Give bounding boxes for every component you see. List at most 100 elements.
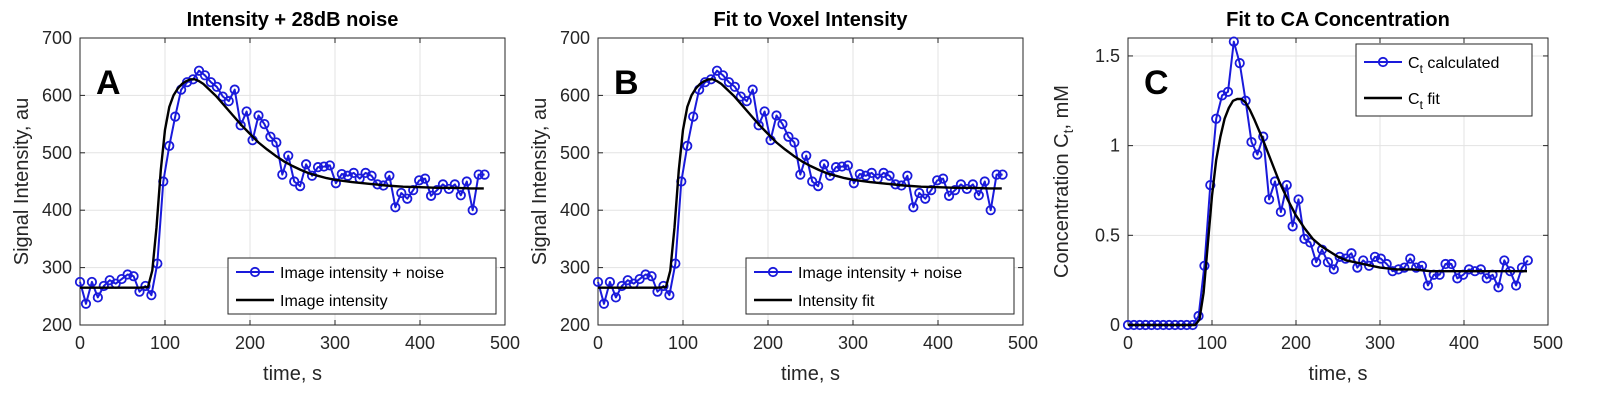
chart-panel-a: 0 100 200 300 400 500 200 300 400 500 600 700 Intens… (11, 9, 520, 385)
data-point (211, 81, 222, 92)
legend-label-tail: calculated (1423, 55, 1500, 72)
data-point (265, 131, 276, 142)
data-point (1499, 255, 1510, 266)
data-point (937, 173, 949, 184)
legend-swatch-marker (249, 266, 261, 278)
data-point (277, 169, 288, 180)
data-point (908, 202, 919, 213)
data-point (164, 140, 175, 152)
x-tick-label: 500 (1533, 333, 1563, 353)
data-point (384, 170, 395, 181)
data-point (1293, 194, 1304, 205)
x-tick-label: 500 (1008, 333, 1038, 353)
data-point (795, 169, 806, 180)
chart-panel-c: 0 100 200 300 400 500 0 0.5 1 1.5 Fit to CA Concen… (1051, 9, 1563, 385)
data-point (300, 159, 312, 170)
data-point (473, 169, 484, 180)
chart-title: Fit to Voxel Intensity (713, 9, 908, 31)
data-point (682, 140, 693, 152)
data-point (949, 185, 961, 196)
legend-label-main: C (1408, 55, 1420, 72)
y-tick-label: 700 (560, 28, 590, 48)
y-axis-label-main: Concentration C (1051, 133, 1073, 278)
data-point (223, 96, 234, 107)
data-point (1399, 262, 1410, 273)
x-axis-label: time, s (781, 363, 840, 385)
x-tick-label: 400 (1449, 333, 1479, 353)
data-point (235, 120, 246, 131)
data-point (1510, 280, 1522, 291)
y-tick-label: 300 (560, 258, 590, 278)
data-point (253, 110, 264, 121)
data-point (884, 170, 895, 181)
data-point (640, 269, 651, 280)
legend-box (227, 257, 497, 315)
data-point (1446, 258, 1457, 270)
data-point (241, 106, 252, 117)
y-axis-label: Signal Intensity, au (11, 98, 33, 266)
axes-box (1127, 37, 1549, 326)
data-point (431, 185, 443, 196)
data-point (753, 120, 764, 131)
data-point (818, 159, 830, 170)
data-point (259, 119, 270, 130)
legend-box (745, 257, 1015, 315)
legend: Image intensity + noise Image intensity (227, 257, 497, 315)
data-point (402, 193, 413, 204)
x-tick-label: 300 (320, 333, 350, 353)
data-point (1346, 248, 1357, 259)
x-tick-label: 100 (150, 333, 180, 353)
data-point (1252, 149, 1263, 160)
x-tick-label: 300 (838, 333, 868, 353)
data-point (854, 168, 865, 180)
data-point (1305, 237, 1316, 248)
data-point (283, 150, 294, 161)
data-point (783, 131, 794, 142)
data-point (1275, 206, 1286, 218)
y-tick-label: 700 (42, 28, 72, 48)
data-point (688, 111, 699, 122)
data-point (1281, 179, 1292, 191)
data-point (1369, 251, 1381, 262)
data-point (979, 176, 990, 187)
y-axis-label: Signal Intensity, au (529, 98, 551, 266)
data-point (1264, 194, 1275, 205)
legend-label-subscript: t (1420, 62, 1424, 76)
data-point (1322, 257, 1334, 268)
legend-label-tail: fit (1423, 91, 1440, 108)
x-axis-label: time, s (1309, 363, 1368, 385)
fit-line (598, 78, 1002, 289)
y-tick-label: 400 (42, 200, 72, 220)
chart-title: Fit to CA Concentration (1226, 9, 1450, 31)
data-point (830, 162, 842, 173)
data-point (646, 271, 657, 282)
legend-swatch-marker (767, 266, 779, 278)
data-point (199, 70, 211, 81)
panel-letter: C (1144, 64, 1169, 102)
data-point (128, 271, 139, 282)
data-point (1475, 264, 1486, 275)
data-point (140, 280, 151, 292)
x-tick-label: 0 (593, 333, 603, 353)
data-point (771, 110, 782, 121)
data-point (914, 187, 925, 199)
data-point (342, 170, 353, 181)
x-tick-label: 500 (490, 333, 520, 353)
legend-entry-label: Ct fit (1408, 91, 1440, 112)
y-axis-label: Concentration Ct, mM (1051, 85, 1076, 278)
data-point (616, 280, 627, 292)
axes-box (79, 37, 506, 326)
legend-entry-label: Image intensity + noise (280, 265, 444, 282)
data-point (741, 96, 752, 107)
data-point (973, 190, 984, 201)
data-point (759, 106, 770, 117)
data-point (229, 84, 240, 95)
x-tick-label: 200 (753, 333, 783, 353)
x-axis-label: time, s (263, 363, 322, 385)
data-point (985, 205, 996, 216)
data-point (997, 169, 1008, 180)
data-point (324, 160, 335, 171)
x-tick-label: 200 (235, 333, 265, 353)
legend: Ct calculated Ct fit (1355, 43, 1533, 117)
data-point (1211, 113, 1222, 124)
